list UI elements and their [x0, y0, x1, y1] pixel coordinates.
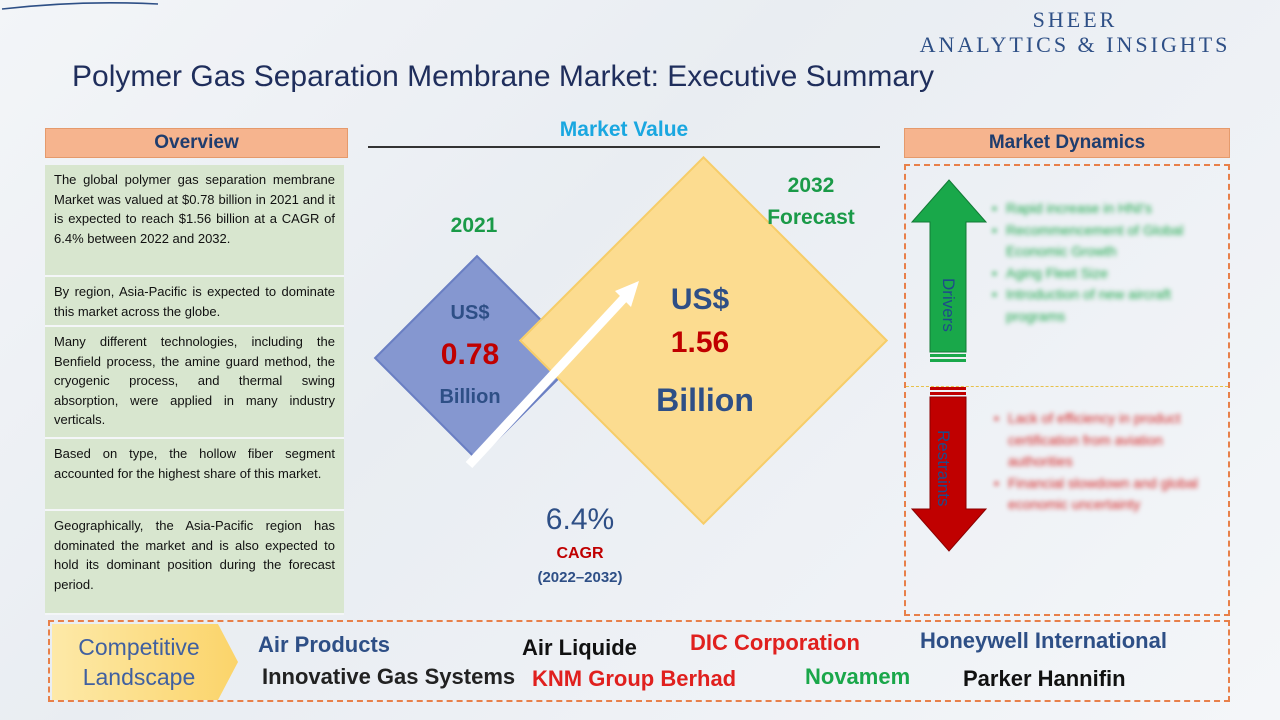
base-year: 2021	[450, 214, 498, 237]
driver-item: Recommencement of Global Economic Growth	[992, 220, 1220, 263]
market-value-underline	[368, 146, 880, 148]
company-name: Air Liquide	[522, 635, 637, 660]
competitive-badge-icon	[52, 624, 238, 700]
driver-item: Introduction of new aircraft programs	[992, 284, 1220, 327]
drivers-list: Rapid increase in HNI's Recommencement o…	[992, 198, 1220, 327]
restraints-down-arrow-icon	[910, 387, 988, 552]
driver-item: Aging Fleet Size	[992, 263, 1220, 285]
base-currency: US$	[450, 302, 490, 324]
cagr-label: CAGR	[556, 545, 604, 562]
brand-name-line1: SHEER	[1032, 7, 1118, 32]
competitive-label: Competitive Landscape	[60, 632, 218, 692]
company-name: DIC Corporation	[690, 630, 860, 655]
restraints-list: Lack of efficiency in product certificat…	[994, 408, 1218, 516]
company-name: KNM Group Berhad	[532, 666, 737, 691]
cagr-value: 6.4%	[545, 503, 615, 536]
market-value-heading: Market Value	[559, 118, 689, 141]
dynamics-heading: Market Dynamics	[904, 128, 1230, 158]
cagr-period: (2022–2032)	[537, 569, 623, 586]
brand-name-line2: ANALYTICS & INSIGHTS	[919, 32, 1231, 57]
overview-heading: Overview	[45, 128, 348, 158]
restraints-label: Restraints	[934, 429, 953, 507]
company-name: Innovative Gas Systems	[262, 664, 516, 689]
forecast-label: Forecast	[767, 206, 855, 229]
dynamics-panel	[904, 164, 1230, 616]
forecast-value: 1.56	[670, 326, 730, 359]
brand-logo: SHEER ANALYTICS & INSIGHTS	[905, 8, 1245, 58]
overview-item: Geographically, the Asia-Pacific region …	[45, 511, 344, 615]
drivers-label: Drivers	[939, 278, 958, 332]
overview-item: By region, Asia-Pacific is expected to d…	[45, 277, 344, 327]
overview-list: The global polymer gas separation membra…	[45, 165, 344, 615]
base-value: 0.78	[440, 338, 500, 371]
company-name: Air Products	[258, 632, 391, 657]
restraint-item: Lack of efficiency in product certificat…	[994, 408, 1218, 473]
drivers-up-arrow-icon	[910, 179, 988, 362]
overview-item: Based on type, the hollow fiber segment …	[45, 439, 344, 511]
company-name: Honeywell International	[920, 628, 1167, 653]
growth-arrow-icon	[465, 281, 639, 469]
competitive-label-line2: Landscape	[82, 664, 196, 690]
driver-item: Rapid increase in HNI's	[992, 198, 1220, 220]
competitive-panel	[48, 620, 1230, 702]
page-title: Polymer Gas Separation Membrane Market: …	[72, 60, 934, 93]
company-name: Parker Hannifin	[963, 666, 1126, 691]
competitive-label-line1: Competitive	[78, 634, 200, 660]
forecast-unit: Billion	[656, 382, 754, 418]
company-name: Novamem	[805, 664, 911, 689]
overview-item: The global polymer gas separation membra…	[45, 165, 344, 277]
forecast-year: 2032	[787, 174, 835, 197]
dynamics-divider	[906, 386, 1228, 387]
forecast-currency: US$	[670, 283, 730, 316]
brand-swoosh-icon	[1, 1, 159, 10]
restraint-item: Financial slowdown and global economic u…	[994, 473, 1218, 516]
overview-item: Many different technologies, including t…	[45, 327, 344, 439]
base-unit: Billion	[439, 386, 501, 408]
